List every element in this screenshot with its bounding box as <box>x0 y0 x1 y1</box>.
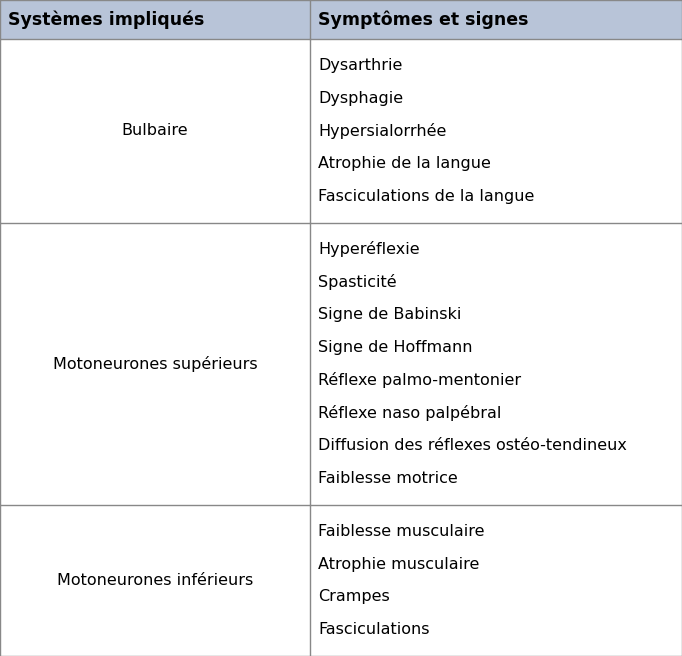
Bar <box>0 0 682 39</box>
Text: Signe de Babinski: Signe de Babinski <box>318 307 462 322</box>
Bar <box>0 504 682 656</box>
Text: Crampes: Crampes <box>318 589 390 604</box>
Text: Motoneurones inférieurs: Motoneurones inférieurs <box>57 573 253 588</box>
Text: Dysarthrie: Dysarthrie <box>318 58 403 73</box>
Text: Réflexe palmo-mentonier: Réflexe palmo-mentonier <box>318 372 522 388</box>
Bar <box>0 223 682 504</box>
Bar <box>0 39 682 223</box>
Text: Spasticité: Spasticité <box>318 274 397 290</box>
Text: Symptômes et signes: Symptômes et signes <box>318 10 529 29</box>
Text: Motoneurones supérieurs: Motoneurones supérieurs <box>53 356 258 372</box>
Text: Atrophie de la langue: Atrophie de la langue <box>318 156 491 171</box>
Text: Faiblesse musculaire: Faiblesse musculaire <box>318 524 485 539</box>
Text: Diffusion des réflexes ostéo-tendineux: Diffusion des réflexes ostéo-tendineux <box>318 438 627 453</box>
Text: Bulbaire: Bulbaire <box>122 123 188 138</box>
Text: Fasciculations: Fasciculations <box>318 622 430 637</box>
Text: Réflexe naso palpébral: Réflexe naso palpébral <box>318 405 502 420</box>
Text: Hypersialorrhée: Hypersialorrhée <box>318 123 447 139</box>
Text: Faiblesse motrice: Faiblesse motrice <box>318 471 458 485</box>
Text: Fasciculations de la langue: Fasciculations de la langue <box>318 189 535 203</box>
Text: Systèmes impliqués: Systèmes impliqués <box>8 10 205 29</box>
Text: Signe de Hoffmann: Signe de Hoffmann <box>318 340 473 355</box>
Text: Atrophie musculaire: Atrophie musculaire <box>318 556 480 571</box>
Text: Hyperéflexie: Hyperéflexie <box>318 241 420 257</box>
Text: Dysphagie: Dysphagie <box>318 91 404 106</box>
